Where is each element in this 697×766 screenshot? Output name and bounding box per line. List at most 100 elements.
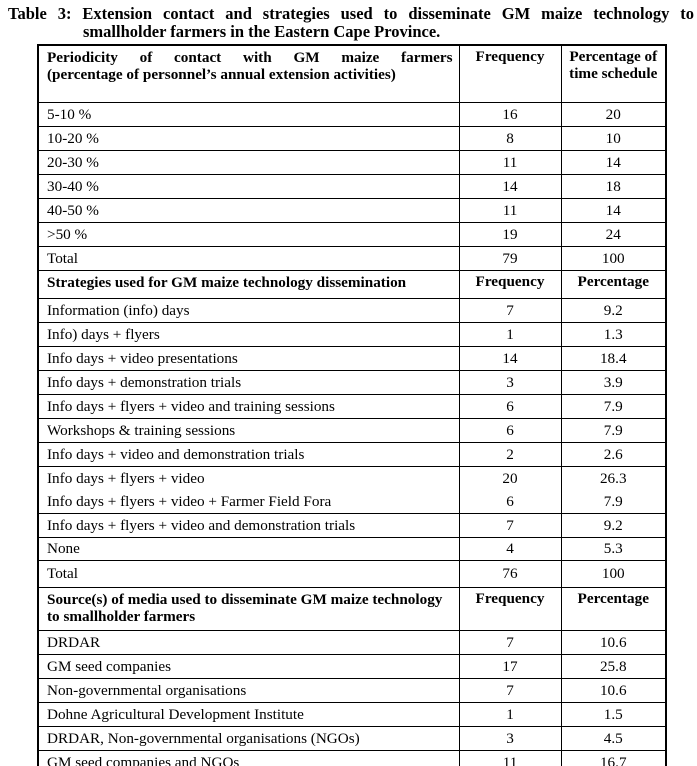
percentage-cell: 26.3 [560, 466, 667, 490]
row-label-cell: Info days + video presentations [37, 346, 460, 371]
periodicity-header-line1: Periodicity of contact with GM maize far… [47, 49, 453, 66]
table-row: Non-governmental organisations 7 10.6 [37, 678, 667, 703]
percentage-cell: 7.9 [560, 490, 667, 514]
percentage-cell: 10.6 [560, 630, 667, 655]
table-row: DRDAR 7 10.6 [37, 630, 667, 655]
frequency-cell: 11 [458, 150, 562, 175]
table-row: Info days + demonstration trials 3 3.9 [37, 370, 667, 395]
table-caption: Table 3: Extension contact and strategie… [8, 5, 694, 41]
total-row: Total 79 100 [37, 246, 667, 271]
table-3: Periodicity of contact with GM maize far… [37, 44, 667, 766]
frequency-cell: 3 [458, 726, 562, 751]
table-row: DRDAR, Non-governmental organisations (N… [37, 726, 667, 751]
row-label-cell: None [37, 537, 460, 561]
frequency-cell: 6 [458, 490, 562, 514]
frequency-cell: 6 [458, 394, 562, 419]
periodicity-header-line2: (percentage of personnel’s annual extens… [47, 66, 396, 84]
periodicity-header-cell: Periodicity of contact with GM maize far… [37, 44, 460, 103]
strategies-section: Strategies used for GM maize technology … [37, 270, 667, 588]
percentage-cell: 9.2 [560, 298, 667, 323]
frequency-header-cell: Frequency [458, 587, 562, 631]
row-label-cell: 30-40 % [37, 174, 460, 199]
row-label-cell: Total [37, 246, 460, 271]
row-label-cell: >50 % [37, 222, 460, 247]
percentage-cell: 10.6 [560, 678, 667, 703]
frequency-cell: 14 [458, 174, 562, 199]
percentage-cell: 100 [560, 560, 667, 588]
table-row: Info days + flyers + video 20 26.3 [37, 466, 667, 490]
percentage-cell: 3.9 [560, 370, 667, 395]
row-label-cell: Info days + video and demonstration tria… [37, 442, 460, 467]
percentage-cell: 25.8 [560, 654, 667, 679]
table-row: 20-30 % 11 14 [37, 150, 667, 175]
percentage-cell: 14 [560, 150, 667, 175]
percentage-cell: 1.5 [560, 702, 667, 727]
row-label-cell: 40-50 % [37, 198, 460, 223]
row-label-cell: Non-governmental organisations [37, 678, 460, 703]
periodicity-section: Periodicity of contact with GM maize far… [37, 44, 667, 271]
row-label-cell: Total [37, 560, 460, 588]
table-row: Info days + flyers + video + Farmer Fiel… [37, 490, 667, 514]
table-row: 30-40 % 14 18 [37, 174, 667, 199]
frequency-cell: 3 [458, 370, 562, 395]
frequency-cell: 11 [458, 198, 562, 223]
row-label-cell: Info days + flyers + video and demonstra… [37, 513, 460, 538]
frequency-cell: 76 [458, 560, 562, 588]
strategies-header-cell: Strategies used for GM maize technology … [37, 270, 460, 299]
frequency-cell: 7 [458, 630, 562, 655]
table-row: Info days + video and demonstration tria… [37, 442, 667, 467]
row-label-cell: DRDAR [37, 630, 460, 655]
media-sources-section: Source(s) of media used to disseminate G… [37, 587, 667, 766]
row-label-cell: DRDAR, Non-governmental organisations (N… [37, 726, 460, 751]
percentage-cell: 18.4 [560, 346, 667, 371]
percentage-header-cell: Percentage [560, 270, 667, 299]
table-row: Information (info) days 7 9.2 [37, 298, 667, 323]
row-label-cell: Info days + flyers + video + Farmer Fiel… [37, 490, 460, 514]
percentage-cell: 2.6 [560, 442, 667, 467]
frequency-header-cell: Frequency [458, 270, 562, 299]
row-label-cell: 10-20 % [37, 126, 460, 151]
percentage-cell: 7.9 [560, 418, 667, 443]
percentage-cell: 14 [560, 198, 667, 223]
table-row: Dohne Agricultural Development Institute… [37, 702, 667, 727]
frequency-cell: 19 [458, 222, 562, 247]
table-row: 10-20 % 8 10 [37, 126, 667, 151]
percentage-header-cell: Percentage [560, 587, 667, 631]
total-row: Total 76 100 [37, 560, 667, 588]
percentage-cell: 9.2 [560, 513, 667, 538]
frequency-cell: 4 [458, 537, 562, 561]
frequency-cell: 11 [458, 750, 562, 766]
frequency-cell: 6 [458, 418, 562, 443]
strategies-header-row: Strategies used for GM maize technology … [37, 270, 667, 299]
frequency-cell: 20 [458, 466, 562, 490]
percentage-cell: 10 [560, 126, 667, 151]
frequency-cell: 7 [458, 513, 562, 538]
table-row: Info) days + flyers 1 1.3 [37, 322, 667, 347]
media-sources-header-cell: Source(s) of media used to disseminate G… [37, 587, 460, 631]
frequency-cell: 1 [458, 322, 562, 347]
table-row: Info days + flyers + video and demonstra… [37, 513, 667, 538]
table-row: Info days + video presentations 14 18.4 [37, 346, 667, 371]
frequency-cell: 1 [458, 702, 562, 727]
table-row: 40-50 % 11 14 [37, 198, 667, 223]
table-row: None 4 5.3 [37, 537, 667, 561]
percentage-cell: 18 [560, 174, 667, 199]
row-label-cell: 20-30 % [37, 150, 460, 175]
frequency-cell: 16 [458, 102, 562, 127]
frequency-cell: 2 [458, 442, 562, 467]
row-label-cell: Workshops & training sessions [37, 418, 460, 443]
row-label-cell: Information (info) days [37, 298, 460, 323]
percentage-cell: 20 [560, 102, 667, 127]
row-label-cell: Dohne Agricultural Development Institute [37, 702, 460, 727]
table-row: >50 % 19 24 [37, 222, 667, 247]
frequency-cell: 8 [458, 126, 562, 151]
table-caption-line2: smallholder farmers in the Eastern Cape … [83, 22, 441, 41]
percentage-cell: 16.7 [560, 750, 667, 766]
frequency-cell: 14 [458, 346, 562, 371]
percentage-cell: 1.3 [560, 322, 667, 347]
percentage-cell: 4.5 [560, 726, 667, 751]
table-row: 5-10 % 16 20 [37, 102, 667, 127]
percentage-cell: 5.3 [560, 537, 667, 561]
table-caption-line1: Table 3: Extension contact and strategie… [8, 4, 694, 23]
percentage-cell: 7.9 [560, 394, 667, 419]
